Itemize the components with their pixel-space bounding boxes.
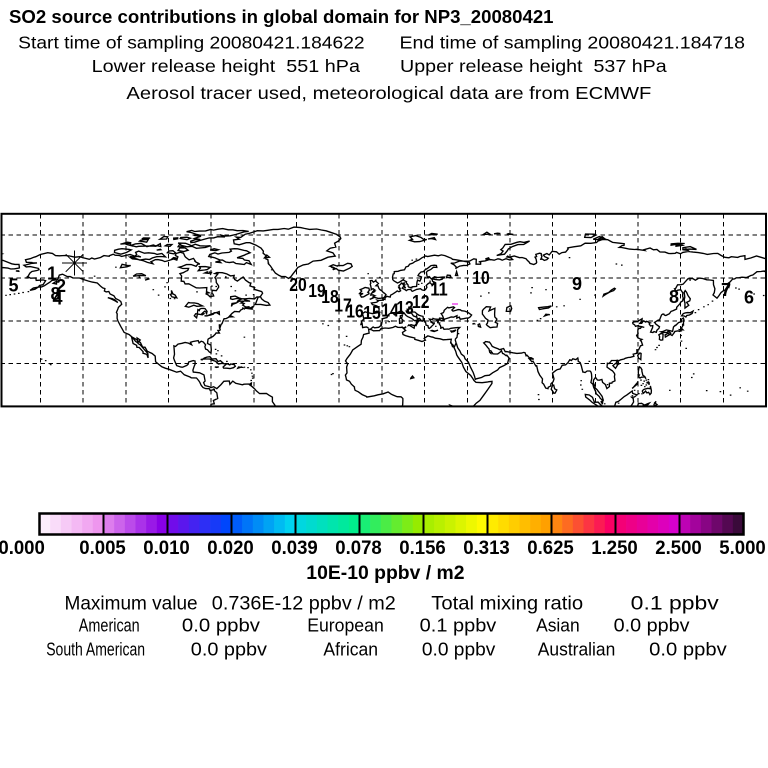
svg-text:0.010: 0.010	[143, 537, 190, 559]
svg-text:14: 14	[381, 301, 399, 321]
svg-text:End time of sampling 20080421.: End time of sampling 20080421.184718	[400, 32, 746, 52]
svg-text:0.078: 0.078	[335, 537, 382, 559]
svg-text:Asian: Asian	[536, 616, 580, 636]
svg-text:0.1 ppbv: 0.1 ppbv	[631, 593, 719, 615]
svg-text:10: 10	[472, 268, 490, 288]
svg-text:11: 11	[430, 280, 448, 300]
svg-text:SO2 source contributions in gl: SO2 source contributions in global domai…	[9, 6, 554, 27]
svg-text:5: 5	[8, 276, 18, 296]
svg-text:0.736E-12 ppbv / m2: 0.736E-12 ppbv / m2	[212, 593, 396, 615]
svg-text:African: African	[323, 640, 378, 660]
svg-text:17: 17	[334, 296, 352, 316]
svg-text:7: 7	[721, 280, 731, 300]
svg-text:8: 8	[669, 287, 679, 307]
svg-text:Maximum value: Maximum value	[65, 593, 198, 615]
svg-text:13: 13	[396, 298, 414, 318]
svg-text:19: 19	[308, 281, 326, 301]
svg-text:2.500: 2.500	[655, 537, 702, 559]
svg-text:0.625: 0.625	[527, 537, 574, 559]
svg-text:20: 20	[289, 275, 307, 295]
svg-text:0.0 ppbv: 0.0 ppbv	[182, 616, 260, 636]
svg-text:0.0 ppbv: 0.0 ppbv	[191, 640, 267, 660]
svg-text:0.0 ppbv: 0.0 ppbv	[422, 640, 495, 660]
svg-text:Lower release height 551 hPa: Lower release height 551 hPa	[92, 56, 361, 76]
svg-text:1.250: 1.250	[591, 537, 638, 559]
svg-text:10E-10 ppbv / m2: 10E-10 ppbv / m2	[306, 563, 464, 584]
svg-text:5.000: 5.000	[719, 537, 766, 559]
svg-text:0.000: 0.000	[0, 537, 45, 559]
svg-text:Aerosol tracer used, meteorolo: Aerosol tracer used, meteorological data…	[126, 83, 651, 103]
svg-text:8: 8	[50, 284, 60, 304]
svg-text:0.005: 0.005	[79, 537, 126, 559]
svg-text:Total mixing ratio: Total mixing ratio	[431, 593, 583, 615]
svg-text:0.0 ppbv: 0.0 ppbv	[649, 640, 727, 660]
svg-text:0.1 ppbv: 0.1 ppbv	[420, 616, 497, 636]
svg-text:4: 4	[52, 289, 62, 309]
svg-text:Start time of sampling 2008042: Start time of sampling 20080421.184622	[18, 32, 364, 52]
svg-text:6: 6	[744, 288, 754, 308]
svg-text:South American: South American	[46, 640, 145, 660]
svg-text:15: 15	[363, 303, 381, 323]
svg-text:9: 9	[572, 274, 582, 294]
svg-text:European: European	[307, 616, 384, 636]
svg-text:18: 18	[321, 287, 339, 307]
svg-text:1: 1	[47, 264, 57, 284]
svg-text:0.313: 0.313	[463, 537, 510, 559]
svg-text:Australian: Australian	[538, 640, 616, 660]
svg-text:2: 2	[56, 276, 66, 296]
svg-text:Upper release height 537 hPa: Upper release height 537 hPa	[400, 56, 667, 76]
svg-text:0.156: 0.156	[399, 537, 446, 559]
svg-text:0.0 ppbv: 0.0 ppbv	[614, 616, 690, 636]
svg-text:16: 16	[346, 302, 364, 322]
svg-text:American: American	[79, 616, 140, 636]
svg-text:0.020: 0.020	[207, 537, 254, 559]
svg-text:12: 12	[412, 292, 430, 312]
svg-text:0.039: 0.039	[271, 537, 318, 559]
